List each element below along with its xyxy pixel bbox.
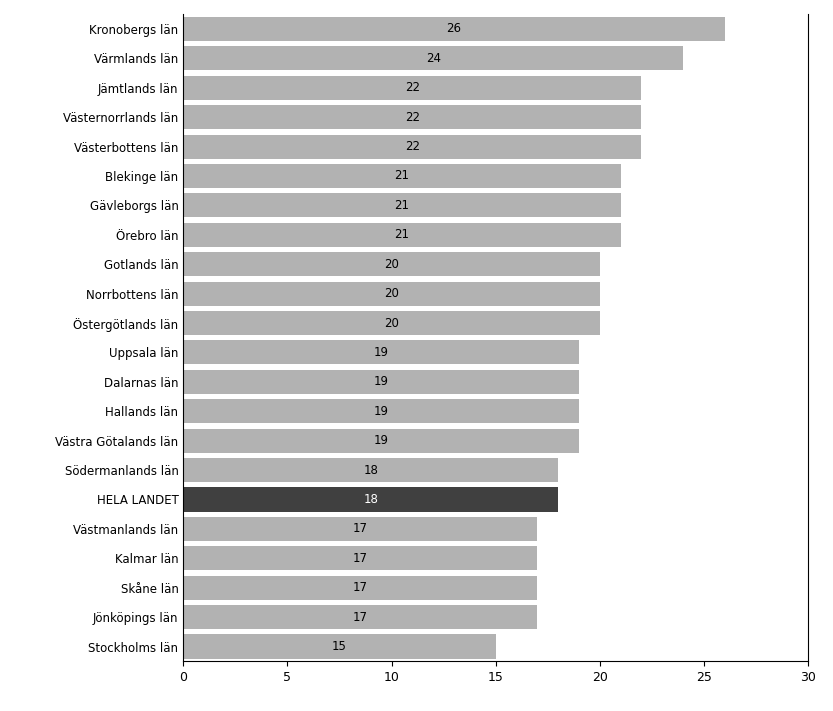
Bar — [183, 282, 600, 306]
Text: 24: 24 — [426, 52, 441, 65]
Text: 22: 22 — [405, 140, 420, 153]
Bar — [183, 605, 537, 629]
Bar — [183, 517, 537, 541]
Bar — [183, 370, 579, 394]
Text: 18: 18 — [363, 464, 378, 476]
Bar — [183, 252, 600, 277]
Text: 15: 15 — [332, 640, 347, 653]
Text: 19: 19 — [373, 346, 389, 359]
Text: 22: 22 — [405, 111, 420, 124]
Text: 20: 20 — [384, 316, 399, 329]
Bar — [183, 488, 558, 511]
Text: 26: 26 — [446, 23, 461, 36]
Text: 20: 20 — [384, 257, 399, 271]
Bar — [183, 429, 579, 453]
Text: 18: 18 — [363, 493, 378, 506]
Bar — [183, 546, 537, 570]
Bar — [183, 458, 558, 482]
Bar — [183, 17, 725, 41]
Bar — [183, 193, 621, 218]
Text: 17: 17 — [352, 523, 368, 535]
Text: 20: 20 — [384, 287, 399, 300]
Text: 17: 17 — [352, 581, 368, 594]
Bar — [183, 399, 579, 423]
Bar — [183, 164, 621, 188]
Text: 17: 17 — [352, 611, 368, 624]
Bar — [183, 634, 496, 658]
Text: 19: 19 — [373, 405, 389, 418]
Bar — [183, 223, 621, 247]
Text: 19: 19 — [373, 434, 389, 447]
Bar — [183, 576, 537, 600]
Bar — [183, 75, 641, 100]
Text: 22: 22 — [405, 81, 420, 95]
Bar — [183, 105, 641, 129]
Text: 21: 21 — [394, 228, 410, 241]
Bar — [183, 134, 641, 159]
Bar — [183, 341, 579, 365]
Bar — [183, 46, 683, 70]
Text: 21: 21 — [394, 169, 410, 183]
Text: 21: 21 — [394, 199, 410, 212]
Text: 17: 17 — [352, 552, 368, 565]
Bar — [183, 311, 600, 335]
Text: 19: 19 — [373, 375, 389, 388]
